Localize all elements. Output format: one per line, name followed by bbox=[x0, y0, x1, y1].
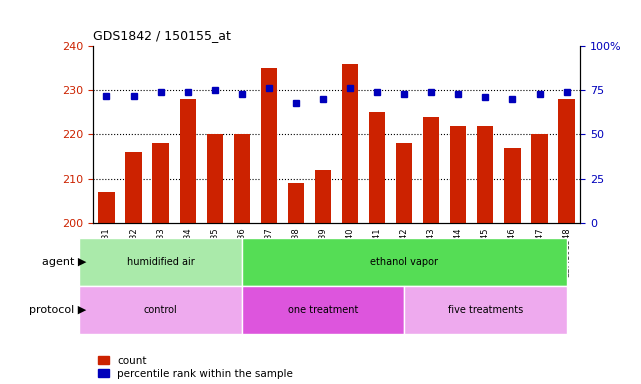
Bar bbox=[369, 113, 385, 223]
Text: control: control bbox=[144, 305, 178, 315]
Bar bbox=[206, 134, 223, 223]
Bar bbox=[396, 143, 412, 223]
Legend: count, percentile rank within the sample: count, percentile rank within the sample bbox=[98, 356, 293, 379]
Text: GDS1842 / 150155_at: GDS1842 / 150155_at bbox=[93, 29, 231, 42]
Text: protocol ▶: protocol ▶ bbox=[29, 305, 87, 315]
FancyBboxPatch shape bbox=[242, 238, 567, 286]
Bar bbox=[531, 134, 547, 223]
Text: humidified air: humidified air bbox=[127, 257, 194, 267]
Bar bbox=[98, 192, 115, 223]
Bar bbox=[234, 134, 250, 223]
FancyBboxPatch shape bbox=[404, 286, 567, 334]
FancyBboxPatch shape bbox=[79, 238, 242, 286]
Bar bbox=[423, 117, 439, 223]
Bar bbox=[261, 68, 277, 223]
Bar bbox=[478, 126, 494, 223]
Bar bbox=[315, 170, 331, 223]
Bar bbox=[342, 64, 358, 223]
FancyBboxPatch shape bbox=[79, 286, 242, 334]
Bar bbox=[504, 148, 520, 223]
Bar bbox=[153, 143, 169, 223]
FancyBboxPatch shape bbox=[242, 286, 404, 334]
Bar bbox=[558, 99, 575, 223]
Text: one treatment: one treatment bbox=[288, 305, 358, 315]
Text: agent ▶: agent ▶ bbox=[42, 257, 87, 267]
Text: five treatments: five treatments bbox=[448, 305, 523, 315]
Bar bbox=[126, 152, 142, 223]
Bar bbox=[450, 126, 467, 223]
Bar bbox=[288, 183, 304, 223]
Bar bbox=[179, 99, 196, 223]
Text: ethanol vapor: ethanol vapor bbox=[370, 257, 438, 267]
